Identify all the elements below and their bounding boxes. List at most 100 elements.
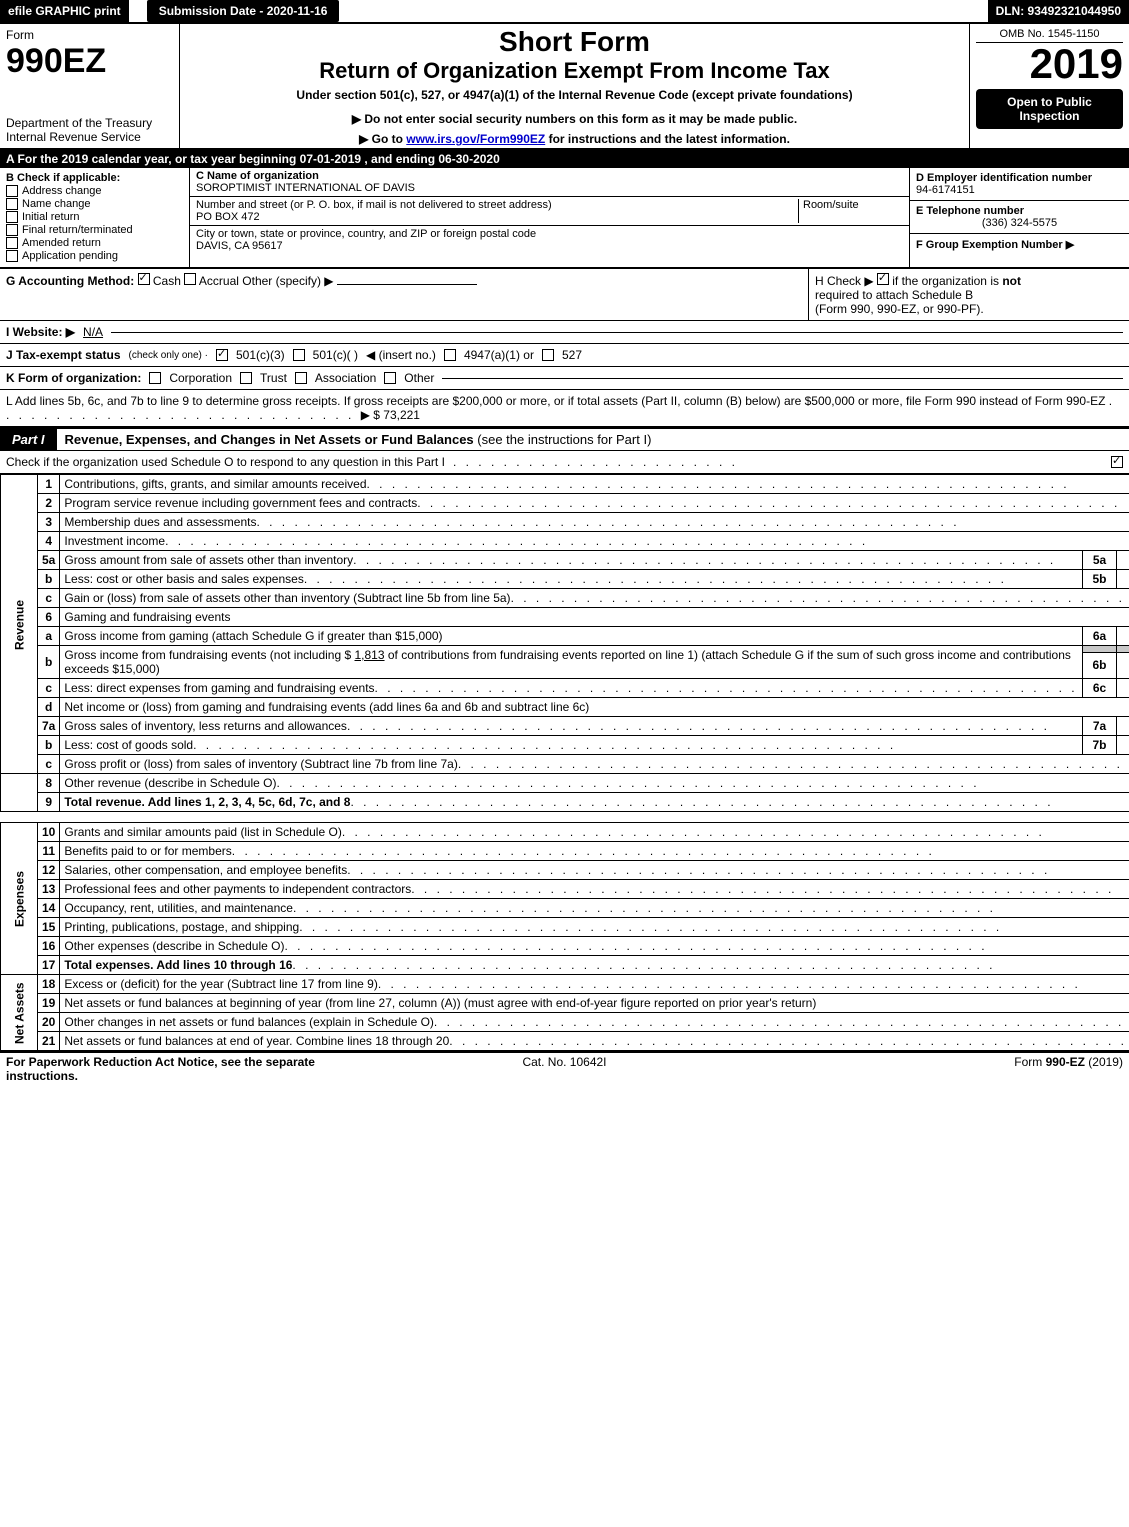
vlabel-expenses: Expenses: [1, 823, 38, 975]
city-label: City or town, state or province, country…: [196, 228, 903, 240]
chk-assoc[interactable]: [295, 372, 307, 384]
part1-checkline: Check if the organization used Schedule …: [0, 451, 1129, 474]
chk-corp[interactable]: [149, 372, 161, 384]
gross-receipts: 73,221: [383, 408, 420, 422]
chk-501c[interactable]: [293, 349, 305, 361]
line-7a: 7a Gross sales of inventory, less return…: [1, 717, 1129, 736]
form-word: Form: [6, 28, 173, 42]
short-form-title: Short Form: [186, 26, 963, 58]
form-header: Form 990EZ Department of the Treasury In…: [0, 24, 1129, 150]
part1-table: Revenue 1 Contributions, gifts, grants, …: [0, 474, 1129, 1051]
chk-4947[interactable]: [444, 349, 456, 361]
chk-cash[interactable]: [138, 273, 150, 285]
line-5b: b Less: cost or other basis and sales ex…: [1, 570, 1129, 589]
section-h: H Check ▶ if the organization is not req…: [809, 269, 1129, 320]
irs-label: Internal Revenue Service: [6, 130, 173, 144]
section-i: I Website: ▶ N/A: [0, 321, 1129, 344]
part1-header: Part I Revenue, Expenses, and Changes in…: [0, 427, 1129, 451]
section-def: D Employer identification number 94-6174…: [909, 168, 1129, 267]
line-13: 13 Professional fees and other payments …: [1, 880, 1129, 899]
section-c: C Name of organization SOROPTIMIST INTER…: [190, 168, 909, 267]
e-label: E Telephone number: [916, 205, 1123, 217]
chk-other[interactable]: [384, 372, 396, 384]
part1-title: Revenue, Expenses, and Changes in Net As…: [57, 429, 1129, 450]
chk-501c3[interactable]: [216, 349, 228, 361]
ein-value: 94-6174151: [916, 184, 1123, 196]
line-5c: c Gain or (loss) from sale of assets oth…: [1, 589, 1129, 608]
b-title: B Check if applicable:: [6, 172, 183, 184]
form-name: 990EZ: [6, 42, 173, 81]
warn-ssn: ▶ Do not enter social security numbers o…: [186, 112, 963, 126]
chk-initial-return[interactable]: [6, 211, 18, 223]
line-6b-top: b Gross income from fundraising events (…: [1, 646, 1129, 653]
addr-label: Number and street (or P. O. box, if mail…: [196, 199, 798, 211]
chk-trust[interactable]: [240, 372, 252, 384]
section-a: A For the 2019 calendar year, or tax yea…: [0, 150, 1129, 168]
part1-label: Part I: [0, 429, 57, 450]
submission-date: Submission Date - 2020-11-16: [147, 0, 340, 22]
line-6: 6 Gaming and fundraising events: [1, 608, 1129, 627]
chk-schedule-o[interactable]: [1111, 456, 1123, 468]
open-public-badge: Open to Public Inspection: [976, 89, 1123, 129]
line-3: 3 Membership dues and assessments 3 6,91…: [1, 513, 1129, 532]
addr-value: PO BOX 472: [196, 211, 798, 223]
org-name: SOROPTIMIST INTERNATIONAL OF DAVIS: [196, 182, 903, 194]
footer-left: For Paperwork Reduction Act Notice, see …: [6, 1055, 378, 1083]
section-l: L Add lines 5b, 6c, and 7b to line 9 to …: [0, 390, 1129, 427]
line-12: 12 Salaries, other compensation, and emp…: [1, 861, 1129, 880]
c-label: C Name of organization: [196, 170, 903, 182]
tax-year: 2019: [976, 43, 1123, 85]
room-label: Room/suite: [803, 199, 903, 211]
section-b: B Check if applicable: Address change Na…: [0, 168, 190, 267]
footer-right: Form 990-EZ (2019): [751, 1055, 1123, 1083]
chk-527[interactable]: [542, 349, 554, 361]
info-grid: B Check if applicable: Address change Na…: [0, 168, 1129, 269]
d-label: D Employer identification number: [916, 172, 1123, 184]
line-7c: c Gross profit or (loss) from sales of i…: [1, 755, 1129, 774]
chk-application-pending[interactable]: [6, 250, 18, 262]
line-6c: c Less: direct expenses from gaming and …: [1, 679, 1129, 698]
line-6d: d Net income or (loss) from gaming and f…: [1, 698, 1129, 717]
line-19: 19 Net assets or fund balances at beginn…: [1, 994, 1129, 1013]
section-g: G Accounting Method: Cash Accrual Other …: [0, 269, 809, 320]
line-5a: 5a Gross amount from sale of assets othe…: [1, 551, 1129, 570]
chk-final-return[interactable]: [6, 224, 18, 236]
chk-h[interactable]: [877, 273, 889, 285]
page-footer: For Paperwork Reduction Act Notice, see …: [0, 1051, 1129, 1085]
under-section: Under section 501(c), 527, or 4947(a)(1)…: [186, 88, 963, 102]
line-14: 14 Occupancy, rent, utilities, and maint…: [1, 899, 1129, 918]
department: Department of the Treasury: [6, 116, 173, 130]
vlabel-netassets: Net Assets: [1, 975, 38, 1051]
line-18: Net Assets 18 Excess or (deficit) for th…: [1, 975, 1129, 994]
line-4: 4 Investment income 4: [1, 532, 1129, 551]
efile-label[interactable]: efile GRAPHIC print: [0, 0, 129, 22]
vlabel-revenue: Revenue: [1, 475, 38, 774]
line-16: 16 Other expenses (describe in Schedule …: [1, 937, 1129, 956]
fundraising-excl-amount: 1,813: [355, 648, 385, 662]
top-bar: efile GRAPHIC print Submission Date - 20…: [0, 0, 1129, 24]
city-value: DAVIS, CA 95617: [196, 240, 903, 252]
return-title: Return of Organization Exempt From Incom…: [186, 58, 963, 84]
irs-link[interactable]: www.irs.gov/Form990EZ: [406, 132, 545, 146]
section-j: J Tax-exempt status (check only one) · 5…: [0, 344, 1129, 367]
phone-value: (336) 324-5575: [916, 217, 1123, 229]
website-value: N/A: [83, 325, 103, 339]
line-1: Revenue 1 Contributions, gifts, grants, …: [1, 475, 1129, 494]
chk-amended-return[interactable]: [6, 237, 18, 249]
line-2: 2 Program service revenue including gove…: [1, 494, 1129, 513]
line-8: 8 Other revenue (describe in Schedule O)…: [1, 774, 1129, 793]
chk-name-change[interactable]: [6, 198, 18, 210]
line-11: 11 Benefits paid to or for members 11: [1, 842, 1129, 861]
line-6a: a Gross income from gaming (attach Sched…: [1, 627, 1129, 646]
dln-label: DLN: 93492321044950: [988, 0, 1129, 22]
section-k: K Form of organization: Corporation Trus…: [0, 367, 1129, 390]
row-gh: G Accounting Method: Cash Accrual Other …: [0, 269, 1129, 321]
footer-center: Cat. No. 10642I: [378, 1055, 750, 1083]
line-17: 17 Total expenses. Add lines 10 through …: [1, 956, 1129, 975]
chk-accrual[interactable]: [184, 273, 196, 285]
chk-address-change[interactable]: [6, 185, 18, 197]
line-15: 15 Printing, publications, postage, and …: [1, 918, 1129, 937]
line-7b: b Less: cost of goods sold 7b 0: [1, 736, 1129, 755]
f-label: F Group Exemption Number ▶: [916, 238, 1123, 251]
warn-goto: ▶ Go to www.irs.gov/Form990EZ for instru…: [186, 132, 963, 146]
